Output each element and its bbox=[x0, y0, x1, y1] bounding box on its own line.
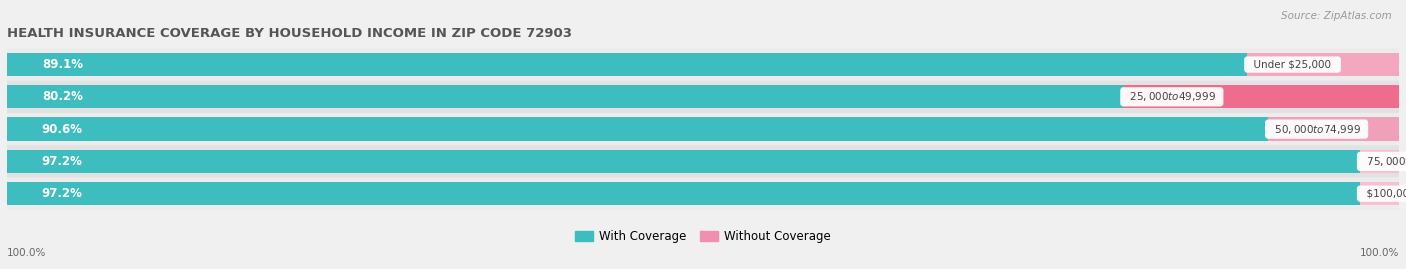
Text: 90.6%: 90.6% bbox=[42, 123, 83, 136]
Text: Source: ZipAtlas.com: Source: ZipAtlas.com bbox=[1281, 11, 1392, 21]
Text: $50,000 to $74,999: $50,000 to $74,999 bbox=[1268, 123, 1365, 136]
Text: 100.0%: 100.0% bbox=[7, 248, 46, 258]
Text: 97.2%: 97.2% bbox=[42, 155, 83, 168]
Text: HEALTH INSURANCE COVERAGE BY HOUSEHOLD INCOME IN ZIP CODE 72903: HEALTH INSURANCE COVERAGE BY HOUSEHOLD I… bbox=[7, 27, 572, 40]
Text: Under $25,000: Under $25,000 bbox=[1247, 59, 1337, 70]
Text: $100,000 and over: $100,000 and over bbox=[1360, 189, 1406, 199]
Text: 97.2%: 97.2% bbox=[42, 187, 83, 200]
Bar bbox=[1268, 118, 1399, 141]
Bar bbox=[1247, 53, 1399, 76]
Bar bbox=[7, 182, 1360, 205]
Text: 89.1%: 89.1% bbox=[42, 58, 83, 71]
Text: 100.0%: 100.0% bbox=[1360, 248, 1399, 258]
Text: $25,000 to $49,999: $25,000 to $49,999 bbox=[1123, 90, 1220, 103]
FancyBboxPatch shape bbox=[7, 113, 1399, 145]
Text: 80.2%: 80.2% bbox=[42, 90, 83, 103]
Bar bbox=[1360, 150, 1399, 173]
Legend: With Coverage, Without Coverage: With Coverage, Without Coverage bbox=[569, 224, 837, 249]
Text: $75,000 to $99,999: $75,000 to $99,999 bbox=[1360, 155, 1406, 168]
Bar bbox=[7, 85, 1123, 108]
FancyBboxPatch shape bbox=[7, 81, 1399, 113]
FancyBboxPatch shape bbox=[7, 178, 1399, 210]
Bar bbox=[7, 118, 1268, 141]
Bar bbox=[1123, 85, 1399, 108]
FancyBboxPatch shape bbox=[7, 48, 1399, 81]
Bar bbox=[1360, 182, 1399, 205]
Bar bbox=[7, 53, 1247, 76]
Bar bbox=[7, 150, 1360, 173]
FancyBboxPatch shape bbox=[7, 145, 1399, 178]
